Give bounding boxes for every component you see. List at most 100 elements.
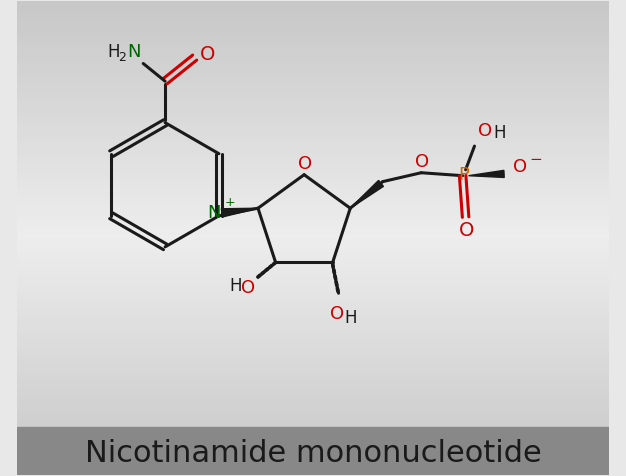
Bar: [18, 314, 608, 318]
Bar: [18, 389, 608, 394]
Bar: [18, 63, 608, 68]
Bar: [18, 342, 608, 347]
Bar: [18, 35, 608, 39]
Bar: [18, 205, 608, 209]
Bar: [18, 460, 608, 465]
Bar: [18, 16, 608, 20]
Bar: [18, 162, 608, 167]
Text: 2: 2: [118, 51, 126, 64]
Bar: [18, 380, 608, 385]
Bar: [18, 139, 608, 143]
Bar: [18, 1, 608, 6]
Bar: [18, 119, 608, 124]
Bar: [18, 437, 608, 441]
Bar: [18, 101, 608, 106]
Bar: [18, 72, 608, 77]
Bar: [18, 432, 608, 437]
Bar: [18, 361, 608, 366]
Text: O: O: [478, 122, 492, 140]
Bar: [18, 209, 608, 214]
Bar: [18, 39, 608, 44]
Bar: [18, 413, 608, 418]
Polygon shape: [469, 170, 504, 178]
Bar: [18, 248, 608, 252]
Bar: [18, 280, 608, 285]
Text: +: +: [225, 196, 235, 209]
Bar: [18, 304, 608, 309]
Bar: [18, 271, 608, 276]
Bar: [18, 399, 608, 404]
Bar: [18, 110, 608, 115]
Bar: [18, 158, 608, 162]
Bar: [18, 446, 608, 451]
Text: H: H: [344, 309, 357, 327]
Bar: [18, 347, 608, 352]
Bar: [18, 470, 608, 475]
Bar: [18, 167, 608, 172]
Bar: [18, 423, 608, 427]
Bar: [18, 20, 608, 25]
Bar: [18, 214, 608, 219]
Bar: [18, 243, 608, 248]
Bar: [18, 224, 608, 228]
Bar: [18, 68, 608, 72]
Bar: [18, 427, 608, 432]
Bar: [18, 337, 608, 342]
Bar: [18, 96, 608, 101]
Bar: [18, 181, 608, 186]
Bar: [18, 129, 608, 134]
Bar: [18, 25, 608, 30]
Text: P: P: [458, 166, 470, 184]
Bar: [18, 394, 608, 399]
Bar: [18, 375, 608, 380]
Bar: [18, 11, 608, 16]
Text: O: O: [459, 220, 475, 239]
Bar: [18, 366, 608, 370]
Bar: [18, 465, 608, 470]
Bar: [18, 456, 608, 460]
Bar: [18, 77, 608, 82]
Bar: [18, 295, 608, 299]
Bar: [18, 200, 608, 205]
Bar: [18, 418, 608, 423]
Bar: [18, 115, 608, 119]
Bar: [18, 318, 608, 323]
Bar: [18, 191, 608, 196]
Bar: [18, 58, 608, 63]
Bar: [18, 427, 608, 475]
Text: N: N: [128, 43, 141, 60]
Bar: [18, 6, 608, 11]
Polygon shape: [351, 180, 384, 208]
Bar: [18, 82, 608, 87]
Bar: [18, 323, 608, 328]
Bar: [18, 44, 608, 49]
Bar: [18, 267, 608, 271]
Bar: [18, 357, 608, 361]
Text: O: O: [513, 158, 527, 176]
Bar: [18, 153, 608, 158]
Text: −: −: [529, 152, 541, 167]
Bar: [18, 257, 608, 262]
Bar: [18, 441, 608, 446]
Text: O: O: [416, 153, 429, 171]
Bar: [18, 53, 608, 58]
Bar: [18, 309, 608, 314]
Bar: [18, 196, 608, 200]
Bar: [18, 134, 608, 139]
Text: H: H: [494, 124, 506, 142]
Bar: [18, 148, 608, 153]
Bar: [18, 177, 608, 181]
Bar: [18, 124, 608, 129]
Text: O: O: [241, 279, 255, 297]
Bar: [18, 352, 608, 357]
Text: O: O: [331, 305, 344, 323]
Text: N: N: [207, 205, 221, 222]
Text: O: O: [298, 155, 312, 173]
Bar: [18, 252, 608, 257]
Bar: [18, 451, 608, 456]
Text: H: H: [108, 43, 120, 60]
Bar: [18, 91, 608, 96]
Bar: [18, 328, 608, 333]
Bar: [18, 276, 608, 280]
Text: O: O: [200, 45, 215, 64]
